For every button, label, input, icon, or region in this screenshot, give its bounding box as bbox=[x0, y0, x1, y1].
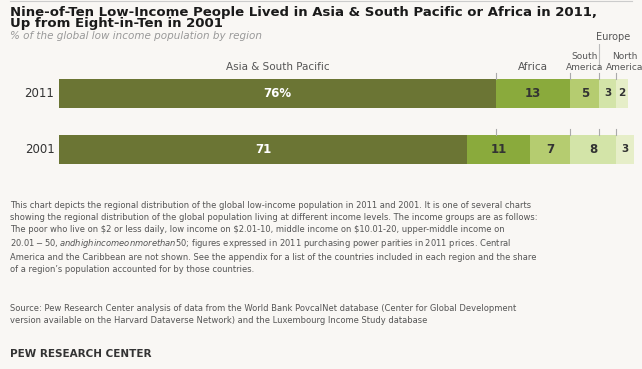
Text: This chart depicts the regional distribution of the global low-income population: This chart depicts the regional distribu… bbox=[10, 201, 537, 274]
FancyBboxPatch shape bbox=[571, 79, 599, 108]
Text: 11: 11 bbox=[490, 143, 507, 156]
FancyBboxPatch shape bbox=[496, 79, 571, 108]
Text: Europe: Europe bbox=[596, 32, 630, 42]
Text: % of the global low income population by region: % of the global low income population by… bbox=[10, 31, 262, 41]
Text: PEW RESEARCH CENTER: PEW RESEARCH CENTER bbox=[10, 349, 151, 359]
FancyBboxPatch shape bbox=[571, 135, 616, 164]
Text: 2: 2 bbox=[618, 88, 626, 99]
Text: South
America: South America bbox=[566, 52, 603, 72]
Text: North
America: North America bbox=[606, 52, 642, 72]
Text: Asia & South Pacific: Asia & South Pacific bbox=[225, 62, 329, 72]
Text: 8: 8 bbox=[589, 143, 598, 156]
Text: Nine-of-Ten Low-Income People Lived in Asia & South Pacific or Africa in 2011,: Nine-of-Ten Low-Income People Lived in A… bbox=[10, 6, 596, 18]
Text: 71: 71 bbox=[255, 143, 271, 156]
Text: Source: Pew Research Center analysis of data from the World Bank PovcalNet datab: Source: Pew Research Center analysis of … bbox=[10, 304, 516, 325]
FancyBboxPatch shape bbox=[599, 79, 616, 108]
Text: 3: 3 bbox=[621, 144, 629, 155]
FancyBboxPatch shape bbox=[467, 135, 530, 164]
Text: 2001: 2001 bbox=[25, 143, 55, 156]
Text: 13: 13 bbox=[525, 87, 541, 100]
Text: 76%: 76% bbox=[263, 87, 291, 100]
Text: Africa: Africa bbox=[518, 62, 548, 72]
Text: 7: 7 bbox=[546, 143, 555, 156]
Text: 2011: 2011 bbox=[24, 87, 55, 100]
FancyBboxPatch shape bbox=[530, 135, 571, 164]
FancyBboxPatch shape bbox=[616, 135, 634, 164]
FancyBboxPatch shape bbox=[59, 79, 496, 108]
Text: Up from Eight-in-Ten in 2001: Up from Eight-in-Ten in 2001 bbox=[10, 17, 223, 30]
FancyBboxPatch shape bbox=[59, 135, 467, 164]
Text: 3: 3 bbox=[604, 88, 611, 99]
FancyBboxPatch shape bbox=[616, 79, 628, 108]
Text: 5: 5 bbox=[580, 87, 589, 100]
